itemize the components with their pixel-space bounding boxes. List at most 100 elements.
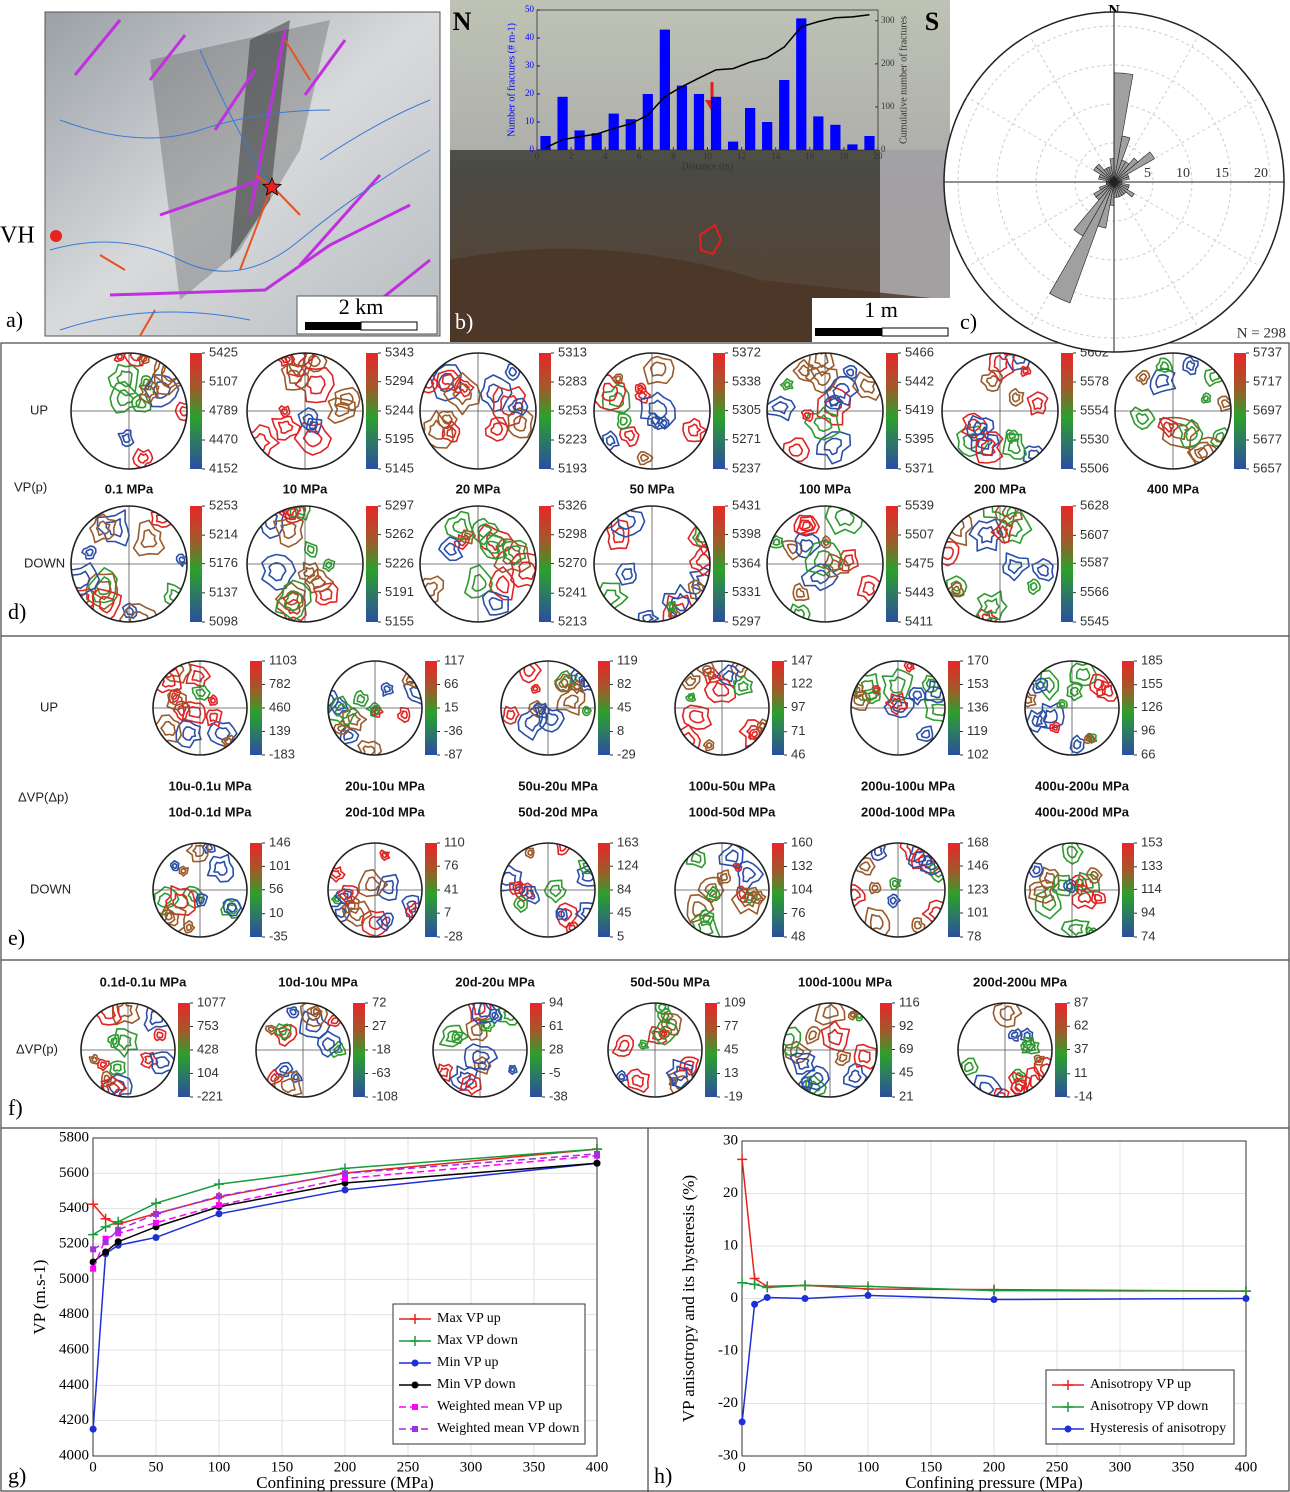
contour — [605, 435, 616, 446]
stereonet — [782, 1002, 878, 1098]
colorbar-label: 5253 — [209, 497, 238, 512]
spoke — [966, 96, 1115, 183]
contour — [481, 590, 510, 616]
contour — [278, 1026, 288, 1036]
colorbar-label: 5657 — [1253, 460, 1282, 475]
colorbar-label: 5545 — [1080, 613, 1109, 628]
colorbar-label: 76 — [791, 905, 805, 920]
contour — [113, 353, 126, 363]
colorbar-label: 5371 — [905, 460, 934, 475]
colorbar-label: 10 — [269, 905, 283, 920]
stereonet — [152, 660, 248, 756]
bar — [847, 144, 858, 150]
contour — [128, 611, 150, 622]
y2-tick-label: 0 — [881, 144, 886, 154]
spoke — [1113, 34, 1200, 183]
contour — [1058, 701, 1066, 708]
y-tick-label: 4200 — [59, 1412, 89, 1428]
contour — [1020, 365, 1032, 377]
contour — [788, 443, 804, 457]
contour — [737, 860, 764, 891]
contour — [509, 1066, 516, 1073]
south-label: S — [925, 7, 939, 36]
contour — [452, 382, 473, 406]
contour — [924, 859, 937, 871]
contour — [820, 1020, 851, 1053]
contour — [931, 703, 945, 717]
pressure-label: 10u-0.1u MPa — [168, 778, 252, 793]
contour — [666, 600, 678, 613]
y-tick-label: 0 — [731, 1290, 739, 1306]
colorbar-label: 185 — [1141, 652, 1163, 667]
contour — [795, 587, 806, 598]
colorbar-label: 5 — [617, 928, 624, 943]
contour — [1033, 1054, 1045, 1066]
colorbar-label: 87 — [1074, 994, 1088, 1009]
contour — [1184, 425, 1198, 442]
contour — [329, 697, 350, 715]
marker — [88, 1229, 99, 1240]
contour — [687, 523, 710, 556]
contour — [662, 594, 696, 622]
x-tick-label: 250 — [1046, 1459, 1069, 1475]
colorbar-label: 147 — [791, 652, 813, 667]
contour — [471, 573, 487, 592]
pressure-label: 10 MPa — [283, 481, 329, 496]
contour — [153, 1028, 167, 1042]
contour — [271, 415, 301, 441]
contour — [1069, 734, 1086, 754]
contour — [106, 1081, 121, 1096]
contour — [261, 553, 297, 591]
contour — [222, 898, 242, 917]
contour — [383, 685, 391, 694]
contours — [420, 362, 534, 449]
contour — [795, 1057, 810, 1070]
marker — [89, 1425, 97, 1433]
contour — [316, 1030, 342, 1058]
contour — [732, 675, 753, 696]
contour — [921, 899, 945, 929]
colorbar — [539, 506, 551, 622]
contour — [302, 429, 323, 448]
marker — [594, 1150, 600, 1157]
contours — [594, 506, 710, 622]
colorbar — [539, 353, 551, 469]
contour — [119, 603, 160, 622]
y-tick-label: 5600 — [59, 1165, 89, 1181]
colorbar-label: 4470 — [209, 431, 238, 446]
pressure-label: 200u-100u MPa — [861, 778, 956, 793]
x-tick-label: 0 — [738, 1459, 746, 1475]
contour — [183, 920, 196, 934]
contour — [279, 1065, 290, 1074]
contour — [815, 431, 852, 465]
contour — [334, 907, 346, 919]
contour — [181, 701, 206, 724]
contour — [881, 668, 914, 702]
colorbar-label: 5237 — [732, 460, 761, 475]
contour — [267, 1026, 275, 1033]
stereonet — [593, 352, 711, 470]
contour — [524, 847, 535, 859]
y-tick-label: 5200 — [59, 1235, 89, 1251]
colorbar-label: -63 — [372, 1065, 391, 1080]
colorbar-label: 136 — [967, 699, 989, 714]
contour — [490, 422, 504, 436]
contour — [730, 661, 751, 679]
contour — [523, 662, 536, 678]
pressure-label: 100u-50u MPa — [689, 778, 776, 793]
contour — [171, 693, 184, 706]
bar — [830, 124, 841, 150]
contour — [89, 513, 117, 544]
colorbar-label: 5297 — [385, 497, 414, 512]
contour — [510, 552, 536, 589]
colorbar-label: 94 — [549, 994, 563, 1009]
pressure-label: 20d-10d MPa — [345, 804, 425, 819]
contour — [1008, 431, 1016, 441]
contour — [822, 553, 850, 578]
y-axis-label: VP (m.s-1) — [30, 1260, 49, 1335]
colorbar-label: 5554 — [1080, 402, 1109, 417]
contour — [342, 707, 368, 732]
spoke — [1028, 34, 1115, 183]
contour — [1031, 397, 1044, 411]
